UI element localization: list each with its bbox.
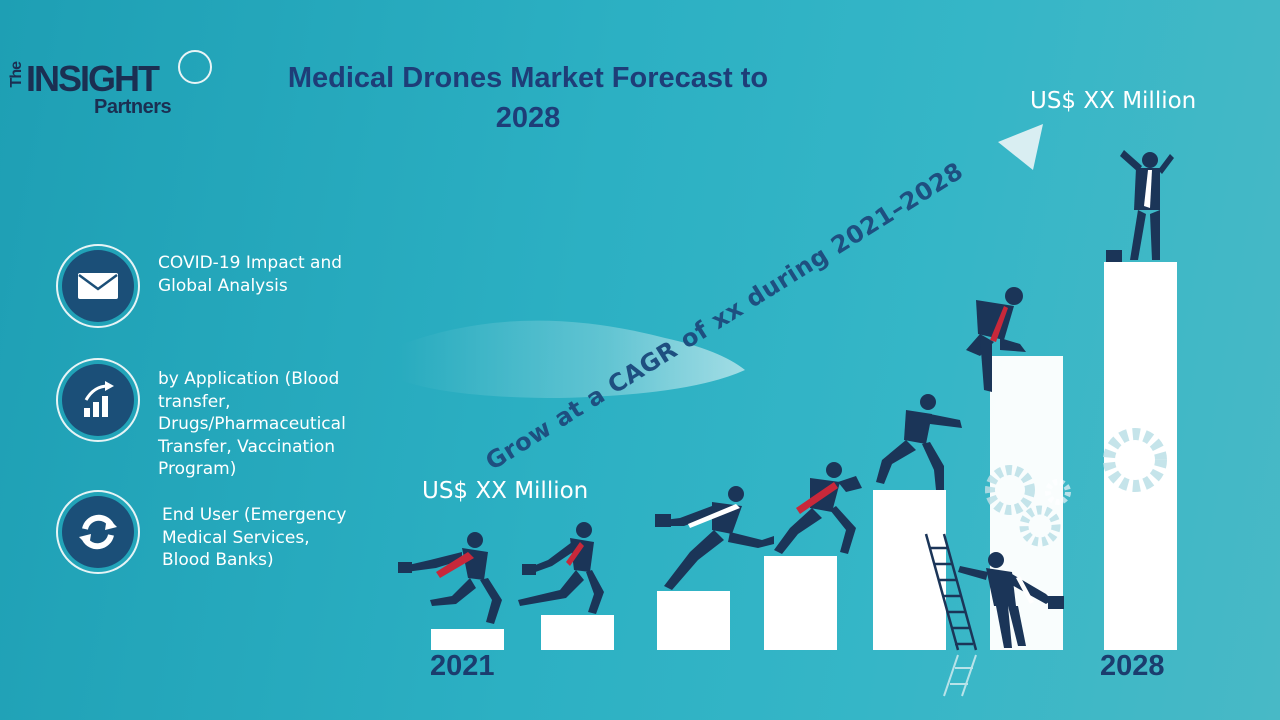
start-value-label: US$ XX Million	[422, 478, 589, 504]
logo-partners: Partners	[94, 96, 172, 118]
insight-partners-logo: The INSIGHT Partners	[8, 44, 218, 124]
end-year-label: 2028	[1100, 650, 1165, 682]
gears-decoration	[985, 390, 1175, 547]
logo-insight: INSIGHT	[26, 58, 160, 99]
feature-icon-ring	[56, 490, 140, 574]
feature-icon-ring	[56, 244, 140, 328]
feature-icon-ring	[56, 358, 140, 442]
bar-step-7	[1104, 262, 1177, 650]
start-year-label: 2021	[430, 650, 495, 682]
logo-ring-icon	[178, 50, 212, 84]
envelope-icon	[78, 273, 118, 299]
bar-step-5	[873, 490, 946, 650]
feature-text: by Application (Blood transfer, Drugs/Ph…	[158, 369, 346, 479]
ladder-icon	[924, 533, 978, 651]
bar-step-1	[431, 629, 504, 650]
page-title: Medical Drones Market Forecast to 2028	[287, 62, 769, 134]
feature-text: End User (Emergency Medical Services, Bl…	[162, 505, 347, 570]
arrow-head-icon	[998, 124, 1043, 170]
bar-step-4	[764, 556, 837, 650]
business-figures	[398, 150, 1174, 648]
bar-step-6	[990, 356, 1063, 650]
growth-bars	[431, 262, 1177, 650]
end-value-label: US$ XX Million	[1030, 88, 1197, 114]
cagr-banner: Grow at a CAGR of xx during 2021–2028	[480, 156, 969, 476]
bar-step-3	[657, 591, 730, 650]
feature-text: COVID-19 Impact and Global Analysis	[158, 253, 343, 296]
logo-the: The	[8, 62, 25, 88]
growth-chart-icon	[84, 381, 114, 417]
bar-step-2	[541, 615, 614, 650]
recycle-arrows-icon	[79, 514, 117, 550]
